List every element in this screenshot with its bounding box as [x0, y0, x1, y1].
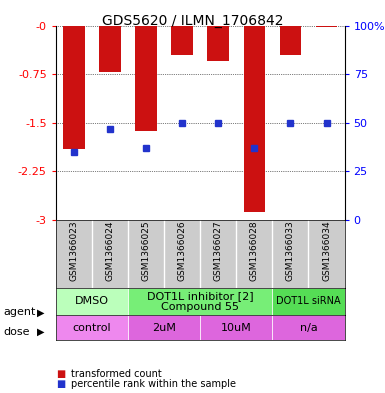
Text: ■: ■	[56, 379, 65, 389]
Text: GSM1366025: GSM1366025	[142, 220, 151, 281]
Text: agent: agent	[4, 307, 36, 318]
Text: DOT1L inhibitor [2]
Compound 55: DOT1L inhibitor [2] Compound 55	[147, 291, 253, 312]
Text: GSM1366034: GSM1366034	[322, 220, 331, 281]
Text: GSM1366033: GSM1366033	[286, 220, 295, 281]
Bar	[135, 26, 157, 130]
Text: GSM1366026: GSM1366026	[177, 220, 187, 281]
Bar	[171, 26, 193, 55]
Bar	[128, 288, 273, 315]
Text: DOT1L siRNA: DOT1L siRNA	[276, 296, 341, 307]
Bar	[316, 26, 337, 27]
Text: ▶: ▶	[37, 327, 44, 337]
Text: ■: ■	[56, 369, 65, 379]
Text: GDS5620 / ILMN_1706842: GDS5620 / ILMN_1706842	[102, 14, 283, 28]
Bar	[56, 288, 128, 315]
Bar	[280, 26, 301, 55]
Bar	[63, 26, 85, 149]
Text: 2uM: 2uM	[152, 323, 176, 332]
Text: transformed count: transformed count	[71, 369, 162, 379]
Text: DMSO: DMSO	[75, 296, 109, 307]
Bar	[208, 26, 229, 61]
Bar	[273, 288, 345, 315]
Text: percentile rank within the sample: percentile rank within the sample	[71, 379, 236, 389]
Text: GSM1366024: GSM1366024	[105, 220, 114, 281]
Bar	[128, 315, 200, 340]
Text: dose: dose	[4, 327, 30, 337]
Bar	[273, 315, 345, 340]
Text: GSM1366028: GSM1366028	[250, 220, 259, 281]
Bar	[243, 26, 265, 211]
Bar	[56, 315, 128, 340]
Text: GSM1366027: GSM1366027	[214, 220, 223, 281]
Text: n/a: n/a	[300, 323, 317, 332]
Bar	[99, 26, 121, 72]
Text: control: control	[73, 323, 111, 332]
Text: GSM1366023: GSM1366023	[69, 220, 79, 281]
Text: ▶: ▶	[37, 307, 44, 318]
Bar	[200, 315, 273, 340]
Text: 10uM: 10uM	[221, 323, 252, 332]
